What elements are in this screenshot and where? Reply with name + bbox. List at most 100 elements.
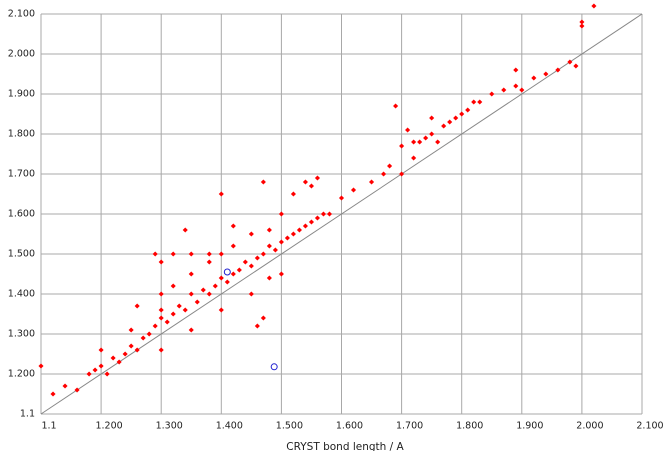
- y-tick-label: 1.200: [8, 369, 35, 380]
- point: [242, 259, 248, 265]
- point: [260, 179, 266, 185]
- identity-line: [40, 13, 643, 415]
- point: [308, 183, 314, 189]
- y-tick-label: 2.100: [8, 9, 35, 20]
- point: [158, 347, 164, 353]
- tick-labels: 1.1 1.200 1.300 1.400 1.500 1.600 1.700 1.800 1.…: [8, 9, 664, 432]
- point: [302, 179, 308, 185]
- point: [381, 171, 387, 177]
- point: [110, 355, 116, 361]
- point: [164, 319, 170, 325]
- point: [429, 115, 435, 121]
- points: [38, 3, 597, 397]
- point: [248, 291, 254, 297]
- x-axis-label: CRYST bond length / A: [286, 441, 404, 451]
- point: [543, 71, 549, 77]
- x-tick-label: 1.600: [336, 421, 363, 432]
- point: [266, 243, 272, 249]
- point: [116, 359, 122, 365]
- point: [471, 99, 477, 105]
- point: [170, 283, 176, 289]
- point: [236, 267, 242, 273]
- point: [158, 291, 164, 297]
- point: [152, 323, 158, 329]
- point: [74, 387, 80, 393]
- y-tick-label: 2.000: [8, 49, 35, 60]
- point: [38, 363, 44, 369]
- point: [272, 247, 278, 253]
- point: [158, 315, 164, 321]
- point: [278, 211, 284, 217]
- point: [188, 271, 194, 277]
- point: [314, 175, 321, 181]
- grid: [40, 13, 643, 415]
- point: [218, 191, 224, 197]
- point: [489, 91, 495, 97]
- y-tick-label: 1.600: [8, 209, 35, 220]
- point: [453, 115, 459, 121]
- point: [206, 251, 212, 257]
- point: [62, 383, 68, 389]
- point: [194, 299, 200, 305]
- point: [278, 271, 284, 277]
- point: [447, 119, 453, 125]
- point: [146, 331, 152, 337]
- point: [459, 111, 465, 117]
- point: [86, 371, 92, 377]
- point: [182, 227, 188, 233]
- point: [338, 195, 345, 201]
- point: [591, 3, 597, 9]
- point: [266, 227, 272, 233]
- point: [104, 371, 110, 377]
- point: [134, 347, 140, 353]
- x-tick-label: 1.400: [216, 421, 243, 432]
- y-tick-label: 1.400: [8, 289, 35, 300]
- point: [140, 335, 146, 341]
- y-tick-label: 1.700: [8, 169, 35, 180]
- x-tick-label: 1.700: [396, 421, 423, 432]
- point: [260, 315, 266, 321]
- point: [50, 391, 56, 397]
- y-tick-label: 1.900: [8, 89, 35, 100]
- x-tick-label: 1.1: [41, 421, 56, 432]
- point: [230, 243, 236, 249]
- point: [296, 227, 302, 233]
- x-tick-label: 2.100: [636, 421, 663, 432]
- point: [423, 135, 429, 141]
- x-tick-label: 2.000: [576, 421, 603, 432]
- point: [92, 367, 98, 373]
- point: [314, 215, 321, 221]
- point: [188, 327, 194, 333]
- point: [284, 235, 290, 241]
- point: [122, 351, 128, 357]
- point: [417, 139, 423, 145]
- point: [260, 251, 266, 257]
- y-tick-label: 1.300: [8, 329, 35, 340]
- point: [393, 103, 399, 109]
- point: [290, 231, 296, 237]
- point: [266, 275, 272, 281]
- point: [501, 87, 507, 93]
- point: [308, 219, 314, 225]
- point: [218, 307, 224, 313]
- point: [230, 223, 236, 229]
- point: [411, 155, 417, 161]
- point: [128, 327, 134, 333]
- point: [405, 127, 411, 133]
- point: [579, 19, 585, 25]
- point: [465, 107, 471, 113]
- point: [573, 63, 579, 69]
- point: [519, 87, 525, 93]
- y-tick-label: 1.1: [20, 409, 35, 420]
- point: [320, 211, 327, 217]
- point: [513, 83, 519, 89]
- point: [270, 363, 278, 371]
- x-tick-label: 1.200: [95, 421, 122, 432]
- point: [218, 275, 224, 281]
- point: [248, 231, 254, 237]
- point: [212, 283, 218, 289]
- point: [369, 179, 375, 185]
- point: [218, 251, 224, 257]
